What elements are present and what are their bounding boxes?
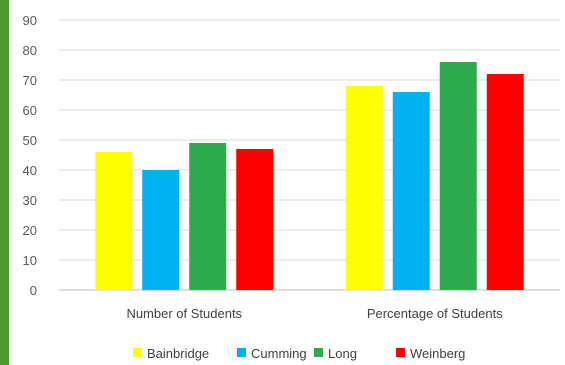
bar-cumming-1 xyxy=(392,92,430,290)
bar-bainbridge-1 xyxy=(345,86,383,290)
y-tick-label: 0 xyxy=(30,283,37,298)
legend-swatch-cumming xyxy=(237,348,246,357)
bar-weinberg-1 xyxy=(486,74,524,290)
y-axis-ticks: 0 10 20 30 40 50 60 70 80 90 xyxy=(23,13,37,298)
legend-swatch-long xyxy=(314,348,323,357)
frame-accent xyxy=(0,0,9,365)
legend-swatch-weinberg xyxy=(396,348,405,357)
bar-long-0 xyxy=(189,143,227,290)
y-tick-label: 70 xyxy=(23,73,37,88)
x-axis-categories: Number of Students Percentage of Students xyxy=(126,306,503,321)
x-category-label: Percentage of Students xyxy=(367,306,503,321)
gridlines xyxy=(59,19,560,291)
bar-bainbridge-0 xyxy=(95,152,133,290)
y-tick-label: 30 xyxy=(23,193,37,208)
legend-swatch-bainbridge xyxy=(133,348,142,357)
legend-label: Long xyxy=(328,346,357,361)
bar-cumming-0 xyxy=(142,170,180,290)
legend-label: Bainbridge xyxy=(147,346,209,361)
legend: Bainbridge Cumming Long Weinberg xyxy=(133,346,465,361)
bars xyxy=(95,62,524,290)
y-tick-label: 90 xyxy=(23,13,37,28)
y-tick-label: 80 xyxy=(23,43,37,58)
y-tick-label: 60 xyxy=(23,103,37,118)
legend-label: Weinberg xyxy=(410,346,465,361)
y-tick-label: 20 xyxy=(23,223,37,238)
x-category-label: Number of Students xyxy=(126,306,242,321)
y-tick-label: 10 xyxy=(23,253,37,268)
bar-weinberg-0 xyxy=(236,149,274,290)
legend-label: Cumming xyxy=(251,346,307,361)
bar-long-1 xyxy=(439,62,477,290)
y-tick-label: 40 xyxy=(23,163,37,178)
y-tick-label: 50 xyxy=(23,133,37,148)
